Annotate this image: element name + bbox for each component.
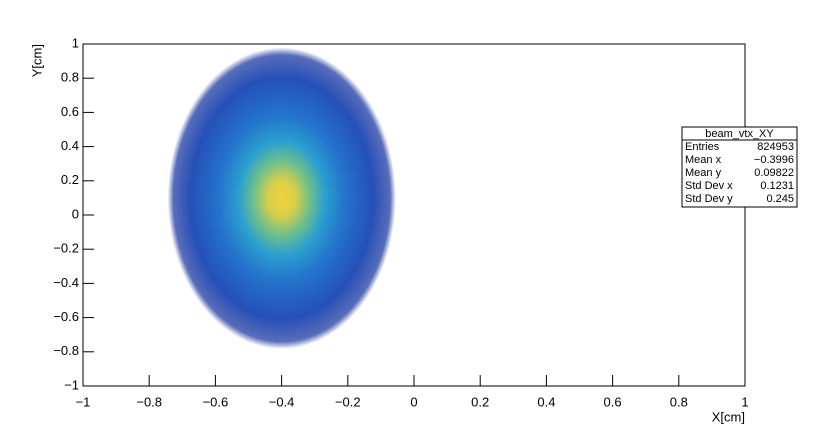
y-tick-label: 0.2 [61, 172, 79, 187]
x-tick-label: −0.4 [269, 394, 295, 409]
x-tick-label: −0.8 [136, 394, 162, 409]
y-tick-label: −0.6 [53, 309, 79, 324]
stats-title: beam_vtx_XY [705, 128, 774, 140]
y-tick-label: 1 [72, 35, 79, 50]
stats-name: Entries [685, 141, 720, 153]
x-tick-label: 0.8 [670, 394, 688, 409]
stats-value: −0.3996 [754, 154, 794, 166]
stats-name: Std Dev y [685, 193, 733, 205]
y-axis-title: Y[cm] [29, 44, 44, 77]
x-tick-label: 1 [741, 394, 748, 409]
stats-name: Std Dev x [685, 180, 733, 192]
y-tick-label: −1 [64, 377, 79, 392]
x-tick-label: −0.6 [203, 394, 229, 409]
x-tick-label: 0.2 [471, 394, 489, 409]
x-tick-label: −0.2 [335, 394, 361, 409]
stats-value: 0.09822 [754, 167, 794, 179]
x-axis-title: X[cm] [712, 409, 745, 424]
y-tick-label: −0.8 [53, 343, 79, 358]
x-tick-label: 0 [410, 394, 417, 409]
y-tick-label: 0.8 [61, 70, 79, 85]
stats-value: 0.1231 [760, 180, 794, 192]
stats-name: Mean y [685, 167, 722, 179]
y-tick-label: 0.6 [61, 104, 79, 119]
y-tick-label: −0.4 [53, 275, 79, 290]
y-tick-label: −0.2 [53, 241, 79, 256]
density-blob [167, 47, 396, 350]
y-tick-label: 0.4 [61, 138, 79, 153]
x-tick-label: 0.4 [537, 394, 555, 409]
x-tick-label: −1 [76, 394, 91, 409]
stats-value: 824953 [757, 141, 794, 153]
x-tick-label: 0.6 [604, 394, 622, 409]
stats-value: 0.245 [766, 193, 794, 205]
y-tick-label: 0 [72, 206, 79, 221]
stats-name: Mean x [685, 154, 722, 166]
